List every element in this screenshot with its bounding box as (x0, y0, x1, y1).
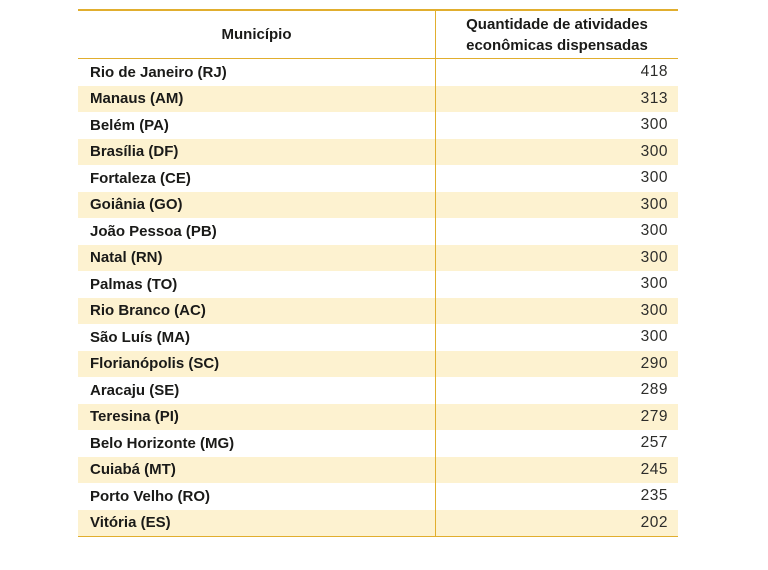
municipality-cell: Manaus (AM) (90, 90, 184, 108)
value-cell: 257 (435, 430, 678, 457)
col-header-quantidade-line1: Quantidade de atividades (466, 15, 648, 33)
value-cell: 235 (435, 483, 678, 510)
value-cell: 300 (435, 271, 678, 298)
table-row: Rio de Janeiro (RJ) 418 (78, 59, 678, 86)
table-row: Belém (PA) 300 (78, 112, 678, 139)
municipality-cell: São Luís (MA) (90, 328, 190, 346)
municipality-cell: Florianópolis (SC) (90, 355, 220, 373)
municipality-cell: Teresina (PI) (90, 408, 179, 426)
col-header-municipio: Município (221, 26, 292, 43)
municipality-cell: João Pessoa (PB) (90, 222, 217, 240)
table-row: Vitória (ES) 202 (78, 509, 678, 536)
table-row: Cuiabá (MT) 245 (78, 456, 678, 483)
table-row: São Luís (MA) 300 (78, 324, 678, 351)
table-row: Palmas (TO) 300 (78, 271, 678, 298)
municipality-cell: Palmas (TO) (90, 275, 178, 293)
table-row: Natal (RN) 300 (78, 244, 678, 271)
value-cell: 300 (435, 165, 678, 192)
value-cell: 300 (435, 244, 678, 271)
municipality-cell: Vitória (ES) (90, 514, 171, 532)
value-cell: 300 (435, 112, 678, 139)
value-cell: 202 (435, 509, 678, 536)
table-row: Brasília (DF) 300 (78, 138, 678, 165)
municipality-cell: Cuiabá (MT) (90, 461, 176, 479)
col-header-quantidade-line2: econômicas dispensadas (466, 36, 648, 54)
municipality-cell: Natal (RN) (90, 249, 163, 267)
value-cell: 300 (435, 218, 678, 245)
value-cell: 290 (435, 350, 678, 377)
table-row: Porto Velho (RO) 235 (78, 483, 678, 510)
municipality-cell: Rio Branco (AC) (90, 302, 206, 320)
municipality-cell: Fortaleza (CE) (90, 169, 191, 187)
municipality-cell: Belo Horizonte (MG) (90, 434, 235, 452)
municipality-cell: Aracaju (SE) (90, 381, 180, 399)
table-row: Fortaleza (CE) 300 (78, 165, 678, 192)
municipality-cell: Belém (PA) (90, 116, 169, 134)
table-row: Manaus (AM) 313 (78, 85, 678, 112)
municipality-cell: Goiânia (GO) (90, 196, 183, 214)
value-cell: 313 (435, 85, 678, 112)
value-cell: 418 (435, 59, 678, 86)
value-cell: 300 (435, 191, 678, 218)
table-body: Rio de Janeiro (RJ) 418 Manaus (AM) 313 … (78, 59, 678, 536)
value-cell: 245 (435, 456, 678, 483)
table-row: Teresina (PI) 279 (78, 403, 678, 430)
municipality-cell: Porto Velho (RO) (90, 487, 210, 505)
table-row: Florianópolis (SC) 290 (78, 350, 678, 377)
table-row: Aracaju (SE) 289 (78, 377, 678, 404)
municipality-cell: Rio de Janeiro (RJ) (90, 63, 227, 81)
value-cell: 300 (435, 297, 678, 324)
dispensed-activities-table: Município Quantidade de atividades econô… (78, 9, 678, 537)
municipality-cell: Brasília (DF) (90, 143, 179, 161)
table-row: João Pessoa (PB) 300 (78, 218, 678, 245)
table-header-row: Município Quantidade de atividades econô… (78, 11, 678, 59)
col-header-quantidade: Quantidade de atividades econômicas disp… (435, 11, 678, 58)
value-cell: 300 (435, 324, 678, 351)
value-cell: 279 (435, 403, 678, 430)
value-cell: 300 (435, 138, 678, 165)
table-row: Belo Horizonte (MG) 257 (78, 430, 678, 457)
table-row: Rio Branco (AC) 300 (78, 297, 678, 324)
table-row: Goiânia (GO) 300 (78, 191, 678, 218)
value-cell: 289 (435, 377, 678, 404)
